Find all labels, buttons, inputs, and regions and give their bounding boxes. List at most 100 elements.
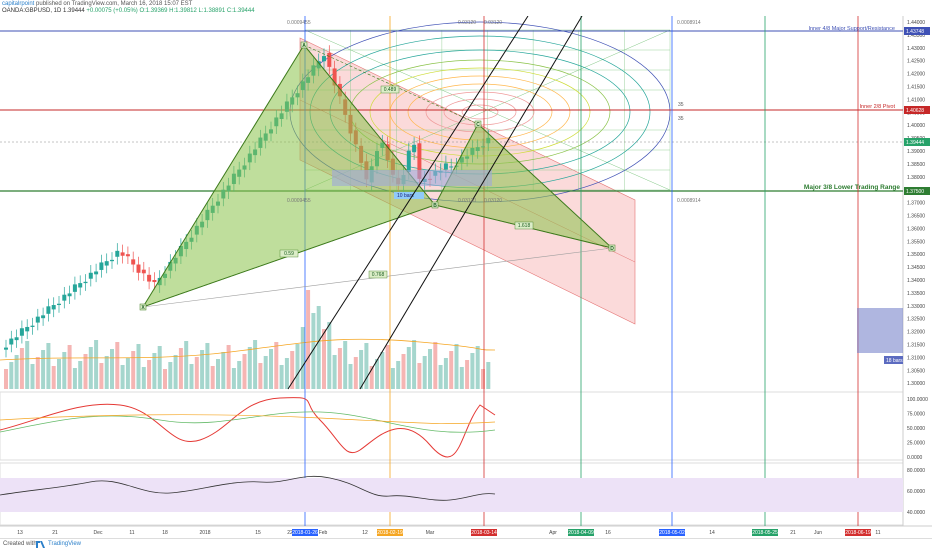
fan-line <box>287 16 529 390</box>
date-badge-bg <box>845 529 871 536</box>
date-badge-bg <box>568 529 594 536</box>
volume-bar <box>216 359 220 389</box>
volume-bar <box>465 360 470 389</box>
volume-bar <box>200 350 205 389</box>
volume-bar <box>168 362 173 389</box>
candle-body <box>72 284 77 292</box>
volume-bar <box>337 348 342 389</box>
volume-bar <box>173 355 178 389</box>
time-tick-label: 11 <box>129 530 134 536</box>
volume-bar <box>57 359 61 389</box>
candle-body <box>417 143 422 179</box>
volume-bar <box>274 342 279 389</box>
candle-body <box>443 163 448 170</box>
pattern-point-marker[interactable] <box>139 303 147 311</box>
candle-body <box>46 306 51 314</box>
volume-bar <box>454 344 459 389</box>
price-change: +0.00075 (+0.05%) <box>86 8 138 14</box>
publish-info: capitalrpoint published on TradingView.c… <box>2 1 192 7</box>
volume-bar <box>205 343 210 389</box>
volume-bar <box>19 348 24 389</box>
price-tick-label: 1.32000 <box>907 330 925 336</box>
volume-bar <box>67 345 72 389</box>
time-tick-label: Dec <box>94 530 103 536</box>
time-tick-label: Jun <box>814 530 822 536</box>
volume-bar <box>475 346 480 389</box>
inner-pivot-label: Inner 2/8 Pivot <box>860 104 896 110</box>
volume-bar <box>221 352 226 389</box>
price-tick-label: 1.31500 <box>907 343 925 349</box>
candle-body <box>83 281 88 284</box>
volume-bar <box>4 369 8 389</box>
time-tick-label: 21 <box>790 530 796 536</box>
candle-body <box>25 326 30 332</box>
volume-bar <box>401 354 406 389</box>
rsi-tick-label: 50.0000 <box>907 426 925 432</box>
pattern-point-marker[interactable] <box>474 120 482 128</box>
price-tick-label: 1.38000 <box>907 175 925 181</box>
volume-bar <box>269 349 273 389</box>
volume-bar <box>178 348 183 389</box>
price-tick-label: 1.30500 <box>907 368 925 374</box>
candle-body <box>152 280 157 283</box>
osc-tick-label: 60.0000 <box>907 489 925 495</box>
volume-bar <box>14 355 19 389</box>
footer: Created with TradingView <box>0 538 932 551</box>
volume-bar <box>417 363 422 389</box>
ratio-label-bg <box>514 221 534 230</box>
date-badge: 2018-01-26 <box>292 530 318 536</box>
candle-body <box>51 305 56 310</box>
volume-bar <box>385 345 390 389</box>
pattern-point-marker[interactable] <box>431 201 439 209</box>
ratio-label-xa_b: 0.59 <box>284 251 294 257</box>
pattern-point-b: B <box>433 203 437 209</box>
volume-bar <box>226 345 231 389</box>
last-price: 1.39444 <box>63 8 85 14</box>
osc-tick-label: 40.0000 <box>907 510 925 516</box>
candle-body <box>78 283 83 288</box>
pattern-xb-line <box>142 204 436 308</box>
volume-bar <box>51 366 56 389</box>
volume-bar <box>343 341 348 389</box>
volume-bar <box>396 361 401 389</box>
grid-mid-value: 0.03120 <box>484 198 502 204</box>
date-badge: 2018-02-19 <box>377 530 403 536</box>
volume-bar <box>348 364 353 389</box>
tradingview-brand[interactable]: TradingView <box>48 541 82 547</box>
volume-bar <box>35 357 40 389</box>
bars-badge-bg <box>884 356 903 364</box>
pattern-point-marker[interactable] <box>608 244 616 252</box>
price-tick-label: 1.39000 <box>907 149 925 155</box>
price-badge-lower_range: 1.37500 <box>906 189 924 195</box>
volume-bar <box>306 290 311 389</box>
tradingview-logo-icon[interactable] <box>36 541 45 548</box>
volume-bar <box>120 365 125 389</box>
volume-bar <box>157 346 162 389</box>
rsi-tick-label: 75.0000 <box>907 412 925 418</box>
volume-bar <box>433 342 438 389</box>
volume-bar <box>9 362 14 389</box>
date-badge-bg <box>292 529 318 536</box>
volume-bar <box>247 347 252 389</box>
pattern-point-marker[interactable] <box>300 41 308 49</box>
candle-body <box>332 68 337 86</box>
candle-body <box>88 272 93 279</box>
symbol-name[interactable]: OANDA:GBPUSD, 1D <box>2 8 62 14</box>
date-badge: 2018-03-14 <box>471 530 497 536</box>
rsi-signal-line <box>0 411 496 433</box>
volume-bar <box>428 349 432 389</box>
candle-body <box>94 271 99 275</box>
publisher-name[interactable]: capitalrpoint <box>2 1 35 7</box>
chart-canvas[interactable]: 1.44000 1.43500 1.43000 1.42500 1.42000 1.415… <box>0 16 932 543</box>
volume-bar <box>279 365 284 389</box>
volume-bar <box>412 340 417 389</box>
volume-bar <box>163 369 167 389</box>
candle-body <box>115 250 120 257</box>
volume-bar <box>104 356 109 389</box>
osc-tick-label: 80.0000 <box>907 468 925 474</box>
grid-top-value: 0.0009455 <box>287 20 311 26</box>
shift-badge-bg <box>394 192 424 199</box>
pattern-point-x: X <box>141 305 145 311</box>
candle-body <box>110 259 114 262</box>
volume-bar <box>25 341 30 389</box>
